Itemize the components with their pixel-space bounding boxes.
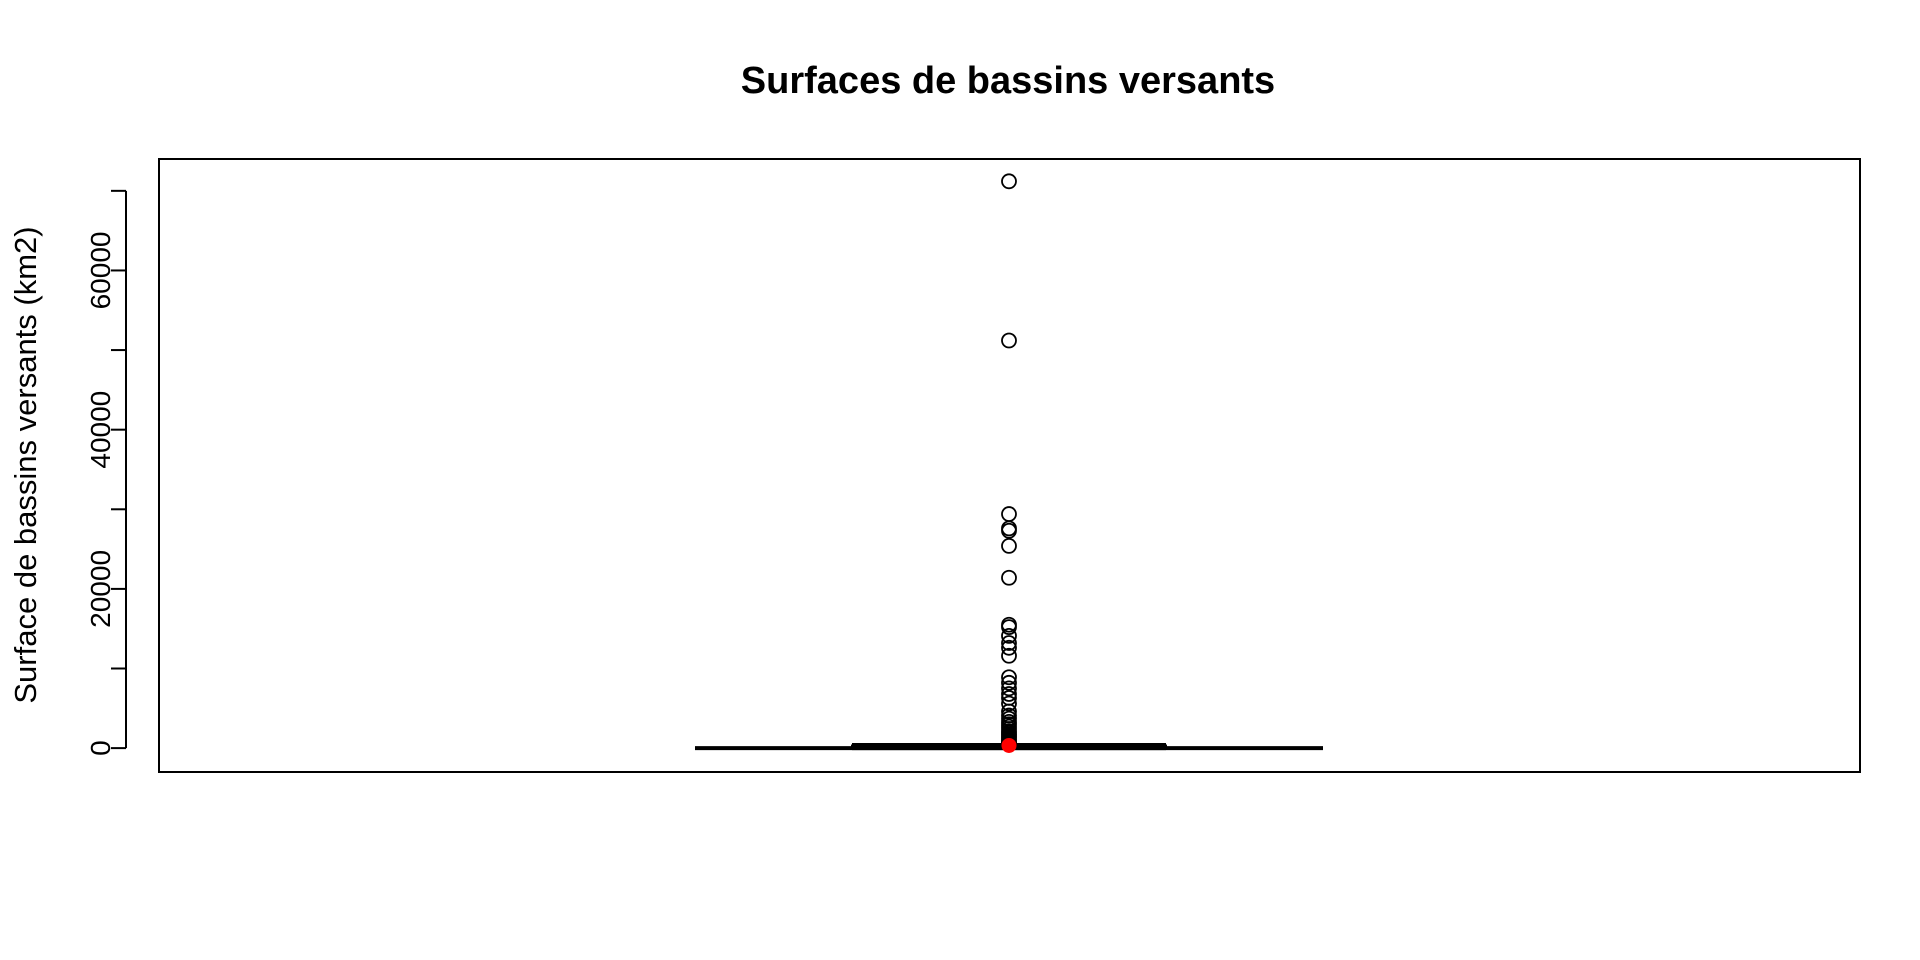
outlier-point	[1001, 669, 1017, 686]
outliers-group	[1001, 173, 1017, 753]
outlier-point	[1001, 332, 1017, 349]
outlier-point	[1001, 569, 1017, 586]
outlier-point	[1001, 506, 1017, 522]
outlier-point	[1001, 627, 1017, 644]
plot-frame	[158, 158, 1861, 773]
y-axis: 0 20000 40000 60000	[85, 189, 127, 756]
outlier-point	[1001, 619, 1017, 636]
y-axis-label: Surface de bassins versants (km2)	[8, 226, 43, 703]
outlier-point	[1001, 647, 1017, 664]
outlier-point	[1001, 635, 1017, 651]
chart-title: Surfaces de bassins versants	[741, 60, 1275, 102]
outlier-point	[1001, 522, 1017, 539]
mean-point	[1001, 737, 1017, 753]
y-tick-label: 20000	[85, 550, 116, 628]
outlier-point	[1001, 173, 1017, 190]
outlier-point	[1001, 703, 1017, 720]
outlier-point	[1001, 695, 1017, 712]
outlier-point	[1001, 674, 1017, 691]
y-tick-label: 60000	[85, 232, 116, 310]
outlier-point	[1001, 639, 1017, 656]
outlier-point	[1001, 538, 1017, 554]
y-tick-label: 40000	[85, 391, 116, 469]
y-tick-label: 0	[85, 740, 116, 756]
mean-group	[1001, 737, 1017, 753]
outlier-point	[1001, 686, 1017, 702]
outlier-point	[1001, 680, 1017, 697]
